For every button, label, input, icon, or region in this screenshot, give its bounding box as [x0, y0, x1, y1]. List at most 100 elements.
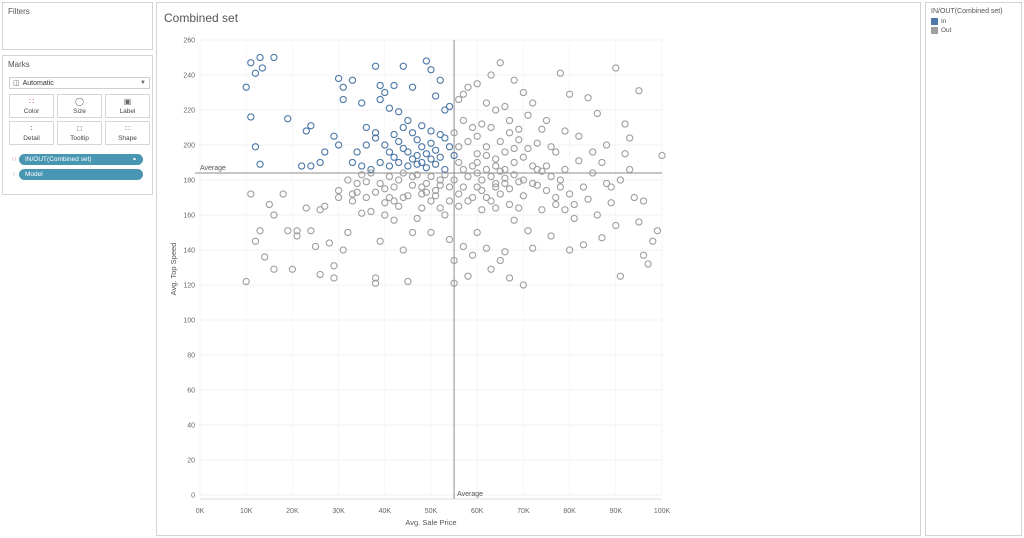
scatter-point-out[interactable]	[538, 206, 546, 214]
scatter-point-out[interactable]	[455, 158, 463, 167]
scatter-point-out[interactable]	[542, 116, 551, 125]
scatter-point-out[interactable]	[496, 256, 504, 265]
scatter-point-out[interactable]	[505, 274, 514, 282]
scatter-point-in[interactable]	[371, 129, 380, 137]
scatter-point-out[interactable]	[510, 158, 518, 167]
scatter-point-out[interactable]	[348, 190, 357, 198]
scatter-point-out[interactable]	[510, 144, 518, 153]
scatter-point-in[interactable]	[390, 153, 398, 161]
scatter-point-out[interactable]	[399, 169, 407, 177]
scatter-point-out[interactable]	[575, 132, 583, 140]
scatter-point-out[interactable]	[450, 256, 458, 265]
scatter-point-in[interactable]	[436, 76, 444, 84]
scatter-point-out[interactable]	[288, 265, 297, 273]
scatter-point-out[interactable]	[505, 200, 514, 209]
scatter-point-out[interactable]	[565, 90, 574, 98]
scatter-point-out[interactable]	[602, 179, 611, 188]
scatter-point-out[interactable]	[635, 87, 643, 95]
scatter-point-out[interactable]	[390, 197, 398, 205]
scatter-point-out[interactable]	[561, 206, 569, 214]
scatter-point-out[interactable]	[644, 260, 652, 268]
scatter-point-in[interactable]	[413, 160, 421, 168]
scatter-point-in[interactable]	[334, 74, 343, 83]
filters-pane[interactable]: Filters	[2, 2, 153, 50]
scatter-point-out[interactable]	[445, 183, 454, 191]
scatter-point-out[interactable]	[473, 80, 481, 88]
scatter-point-in[interactable]	[399, 144, 407, 153]
scatter-point-out[interactable]	[441, 171, 449, 179]
scatter-point-out[interactable]	[404, 277, 412, 286]
scatter-point-out[interactable]	[593, 211, 601, 219]
scatter-point-out[interactable]	[464, 197, 472, 205]
scatter-point-out[interactable]	[501, 165, 509, 174]
scatter-point-out[interactable]	[358, 209, 366, 217]
scatter-point-out[interactable]	[653, 227, 662, 235]
scatter-point-out[interactable]	[501, 148, 509, 156]
scatter-point-out[interactable]	[612, 64, 620, 72]
scatter-point-out[interactable]	[413, 171, 421, 179]
scatter-point-in[interactable]	[256, 160, 264, 168]
scatter-point-out[interactable]	[395, 176, 403, 184]
scatter-point-out[interactable]	[482, 244, 491, 252]
scatter-point-in[interactable]	[247, 59, 255, 67]
scatter-point-out[interactable]	[418, 204, 426, 212]
scatter-point-in[interactable]	[242, 83, 250, 91]
scatter-point-in[interactable]	[408, 83, 417, 91]
scatter-point-out[interactable]	[482, 151, 491, 160]
scatter-point-in[interactable]	[362, 123, 370, 132]
scatter-point-out[interactable]	[487, 265, 495, 273]
scatter-point-out[interactable]	[487, 172, 495, 181]
scatter-point-out[interactable]	[630, 193, 638, 202]
scatter-point-in[interactable]	[381, 141, 389, 149]
scatter-point-out[interactable]	[528, 179, 537, 188]
size-button[interactable]: ◯ Size	[57, 94, 102, 118]
scatter-point-out[interactable]	[621, 150, 629, 158]
scatter-point-out[interactable]	[344, 228, 352, 237]
scatter-point-out[interactable]	[556, 176, 565, 184]
scatter-point-in[interactable]	[390, 130, 398, 139]
scatter-point-out[interactable]	[302, 204, 310, 212]
scatter-point-out[interactable]	[565, 246, 574, 254]
scatter-point-out[interactable]	[552, 148, 560, 156]
scatter-point-out[interactable]	[334, 186, 343, 195]
scatter-point-out[interactable]	[528, 244, 537, 252]
scatter-point-in[interactable]	[436, 153, 444, 161]
scatter-point-out[interactable]	[334, 193, 343, 202]
scatter-point-in[interactable]	[339, 83, 347, 91]
scatter-point-out[interactable]	[381, 185, 389, 193]
scatter-point-out[interactable]	[538, 125, 546, 133]
scatter-point-in[interactable]	[413, 151, 421, 160]
scatter-point-out[interactable]	[330, 262, 338, 270]
scatter-point-out[interactable]	[524, 227, 532, 235]
scatter-point-out[interactable]	[579, 183, 588, 191]
scatter-point-in[interactable]	[404, 148, 412, 156]
scatter-point-out[interactable]	[459, 165, 467, 174]
scatter-point-out[interactable]	[436, 181, 444, 189]
scatter-point-in[interactable]	[436, 130, 444, 139]
scatter-point-in[interactable]	[376, 81, 384, 90]
scatter-point-out[interactable]	[492, 204, 500, 212]
scatter-point-out[interactable]	[510, 171, 518, 179]
scatter-point-out[interactable]	[441, 211, 449, 219]
scatter-point-out[interactable]	[612, 221, 620, 230]
scatter-point-out[interactable]	[468, 162, 477, 170]
scatter-point-in[interactable]	[321, 148, 329, 156]
scatter-point-out[interactable]	[270, 211, 278, 219]
scatter-point-in[interactable]	[339, 95, 347, 104]
chevron-down-icon[interactable]: ▼	[140, 80, 146, 86]
scatter-point-out[interactable]	[482, 165, 491, 174]
scatter-point-out[interactable]	[607, 199, 615, 207]
scatter-point-out[interactable]	[261, 253, 269, 261]
scatter-point-out[interactable]	[468, 251, 477, 259]
scatter-point-in[interactable]	[427, 139, 435, 147]
scatter-point-out[interactable]	[607, 183, 615, 191]
scatter-point-out[interactable]	[515, 178, 523, 186]
scatter-point-out[interactable]	[473, 158, 481, 167]
scatter-point-out[interactable]	[431, 186, 440, 195]
set-field-pill[interactable]: IN/OUT(Combined set) ⚭	[19, 154, 143, 165]
scatter-point-out[interactable]	[427, 172, 435, 181]
scatter-point-in[interactable]	[427, 155, 435, 163]
scatter-point-in[interactable]	[418, 122, 426, 130]
scatter-point-out[interactable]	[316, 270, 324, 279]
scatter-point-out[interactable]	[602, 141, 611, 149]
